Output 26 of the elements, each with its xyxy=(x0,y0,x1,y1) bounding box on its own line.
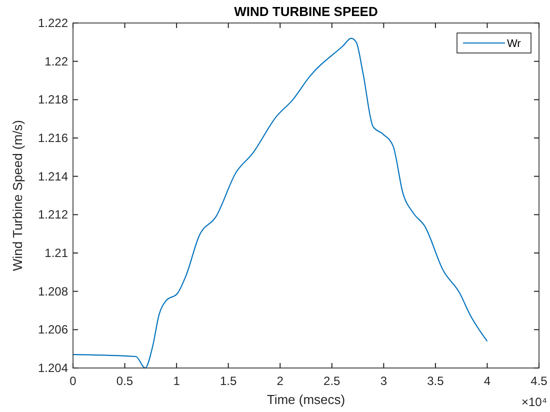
y-tick-label: 1.204 xyxy=(38,361,68,375)
x-axis-title: Time (msecs) xyxy=(266,392,346,407)
x-tick-label: 1.5 xyxy=(220,374,237,388)
y-tick-label: 1.208 xyxy=(38,284,68,298)
y-tick-label: 1.21 xyxy=(44,246,68,260)
x-tick-label: 0 xyxy=(70,374,77,388)
y-tick-label: 1.216 xyxy=(38,131,68,145)
x-tick-label: 4 xyxy=(484,374,491,388)
x-tick-label: 1 xyxy=(173,374,180,388)
y-tick-label: 1.22 xyxy=(44,54,68,68)
x-tick-label: 2.5 xyxy=(324,374,341,388)
y-axis-title: Wind Turbine Speed (m/s) xyxy=(10,120,25,272)
x-tick-label: 0.5 xyxy=(116,374,134,388)
x-tick-label: 4.5 xyxy=(530,374,548,388)
chart-title: WIND TURBINE SPEED xyxy=(234,4,378,19)
y-tick-label: 1.214 xyxy=(38,169,68,184)
y-tick-label: 1.218 xyxy=(38,92,68,107)
y-tick-label: 1.222 xyxy=(38,16,68,30)
line-series xyxy=(73,38,488,369)
y-tick-label: 1.206 xyxy=(38,322,68,337)
x-tick-label: 3.5 xyxy=(427,374,444,388)
y-tick-label: 1.212 xyxy=(38,208,68,222)
x-tick-label: 3 xyxy=(380,374,388,388)
x-tick-label: 2 xyxy=(276,374,284,388)
text: ×10⁴ xyxy=(521,395,547,409)
legend-label: Wr xyxy=(507,38,522,50)
